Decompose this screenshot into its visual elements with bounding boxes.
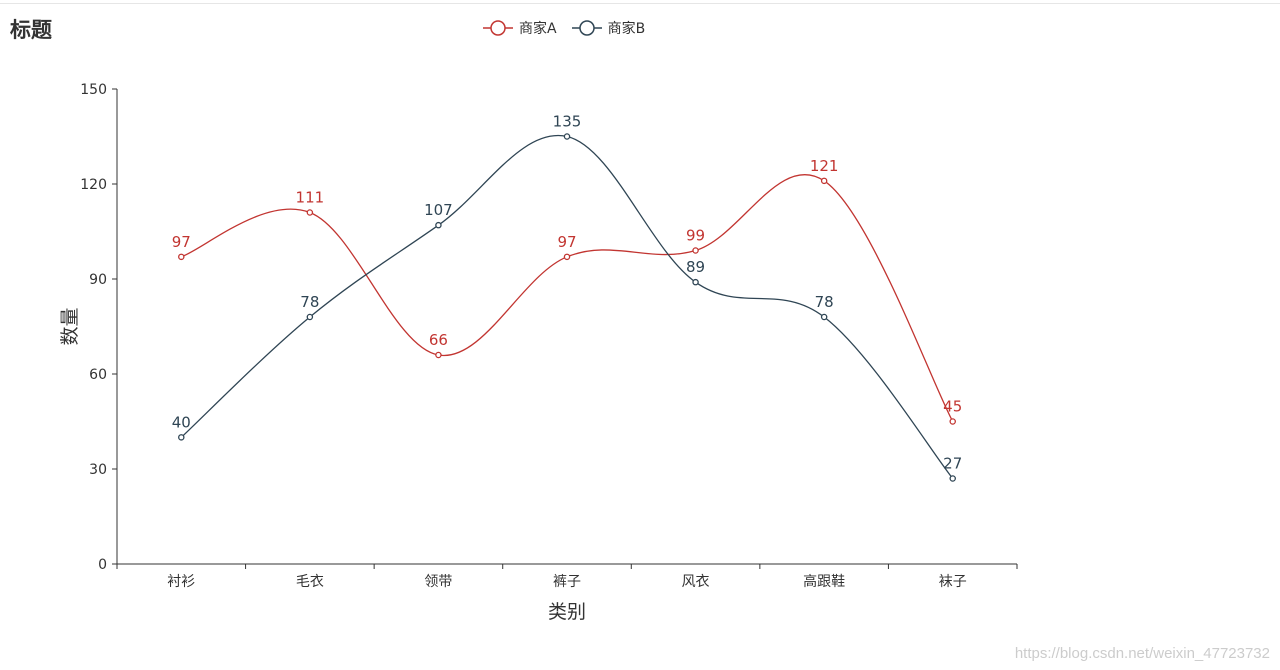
top-divider xyxy=(0,3,1280,4)
point-series-a xyxy=(563,253,571,261)
x-tick-label: 高跟鞋 xyxy=(803,573,845,590)
y-tick-label: 30 xyxy=(89,462,107,478)
point-series-b xyxy=(820,313,828,321)
x-axis-title: 类别 xyxy=(548,601,586,623)
x-tick-label: 袜子 xyxy=(939,574,967,590)
point-series-b xyxy=(435,221,442,229)
data-label-series-a: 97 xyxy=(557,233,576,251)
point-series-a xyxy=(435,351,442,359)
point-series-a xyxy=(306,209,314,216)
data-label-series-a: 111 xyxy=(296,189,325,207)
point-series-a xyxy=(178,253,185,261)
point-series-a xyxy=(949,418,956,425)
x-tick-label: 领带 xyxy=(424,574,452,590)
data-label-series-b: 27 xyxy=(943,455,962,473)
x-tick-label: 衬衫 xyxy=(167,574,195,590)
legend-item-series-b[interactable]: 商家B xyxy=(571,18,646,38)
data-label-series-a: 121 xyxy=(810,157,839,175)
y-tick-label: 60 xyxy=(89,367,107,383)
point-series-b xyxy=(692,278,699,286)
legend: 商家A 商家B xyxy=(482,18,645,38)
point-series-b xyxy=(178,434,185,441)
legend-label-series-a: 商家A xyxy=(519,21,557,37)
y-axis-title: 数量 xyxy=(59,307,81,345)
data-label-series-b: 40 xyxy=(172,413,191,431)
data-label-series-a: 66 xyxy=(429,331,448,349)
chart-title: 标题 xyxy=(10,18,52,42)
x-tick-label: 风衣 xyxy=(682,574,710,590)
x-tick-label: 裤子 xyxy=(553,574,581,590)
point-series-b xyxy=(563,133,571,140)
data-label-series-a: 45 xyxy=(943,398,962,416)
data-label-series-b: 107 xyxy=(424,201,453,219)
y-tick-label: 120 xyxy=(80,177,107,193)
watermark: https://blog.csdn.net/weixin_47723732 xyxy=(1014,645,1270,662)
data-label-series-a: 99 xyxy=(686,227,705,245)
line-series-b xyxy=(180,134,954,479)
point-series-b xyxy=(949,475,956,482)
legend-item-series-a[interactable]: 商家A xyxy=(482,18,557,38)
y-tick-label: 150 xyxy=(80,82,107,98)
y-tick-label: 90 xyxy=(89,272,107,288)
data-label-series-a: 97 xyxy=(172,233,191,251)
point-series-a xyxy=(820,177,828,185)
point-series-b xyxy=(306,313,314,321)
data-label-series-b: 135 xyxy=(553,113,582,131)
legend-label-series-b: 商家B xyxy=(607,21,646,37)
data-label-series-b: 78 xyxy=(815,293,834,311)
data-label-series-b: 78 xyxy=(300,293,319,311)
legend-marker-series-b xyxy=(571,20,602,36)
data-label-series-b: 89 xyxy=(686,258,705,276)
legend-marker-series-a xyxy=(483,20,513,36)
line-series-a xyxy=(181,173,954,422)
point-series-a xyxy=(692,247,699,254)
x-tick-label: 毛衣 xyxy=(296,574,324,590)
y-tick-label: 0 xyxy=(98,557,107,573)
